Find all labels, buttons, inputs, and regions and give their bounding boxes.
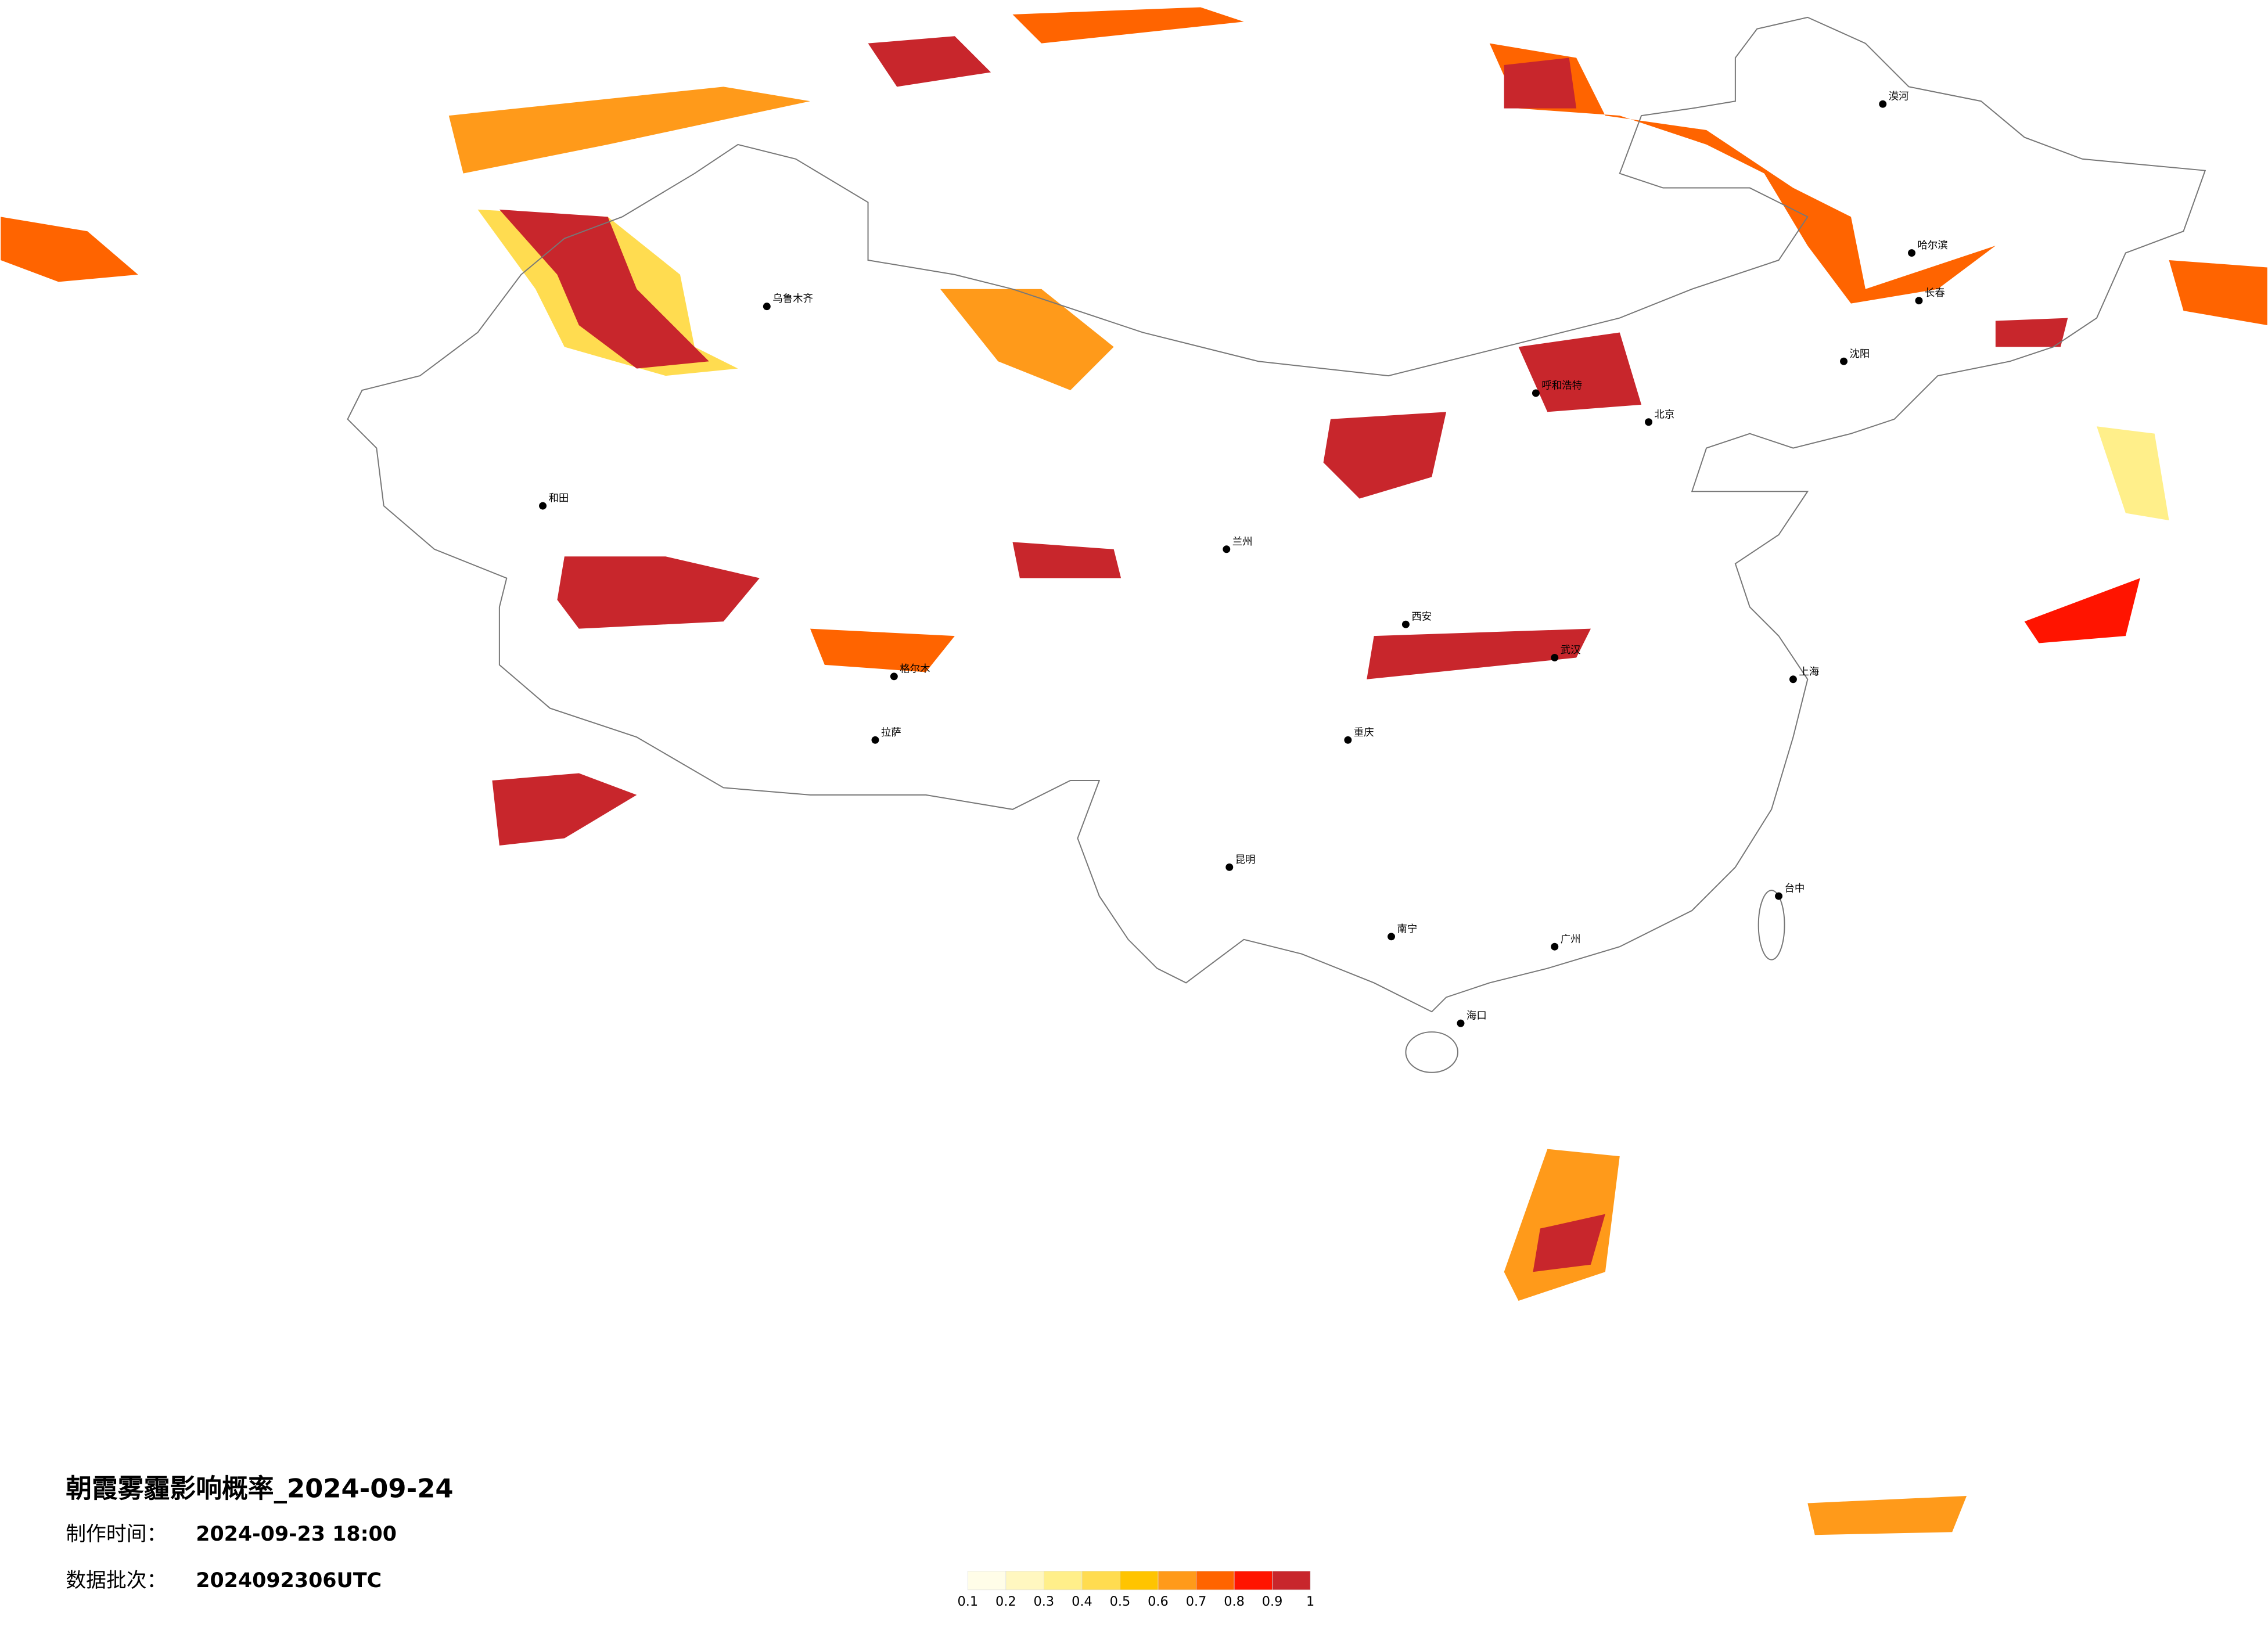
- city-label: 漠河: [1889, 91, 1909, 103]
- probability-field: [1, 7, 2267, 1535]
- island-outline: [1405, 1031, 1459, 1073]
- heat-area: [1995, 318, 2068, 347]
- city-dot: [1551, 942, 1559, 951]
- city-label: 南宁: [1397, 923, 1417, 935]
- city-label: 海口: [1467, 1010, 1487, 1022]
- city-dot: [1344, 736, 1352, 744]
- city-label: 重庆: [1354, 727, 1374, 739]
- city-label: 拉萨: [881, 727, 901, 739]
- info-value: 2024092306UTC: [196, 1569, 382, 1592]
- heat-area: [2097, 426, 2169, 520]
- city-label: 乌鲁木齐: [772, 293, 813, 305]
- heat-area: [2169, 260, 2267, 325]
- heat-area: [492, 773, 637, 846]
- info-label: 制作时间：: [66, 1523, 167, 1546]
- legend-tick-label: 0.4: [1072, 1594, 1092, 1609]
- info-label: 数据批次：: [66, 1569, 167, 1592]
- city-dot: [1551, 653, 1559, 661]
- city-dot: [1401, 620, 1410, 628]
- legend-tick-label: 0.5: [1110, 1594, 1131, 1609]
- heat-area: [1323, 412, 1447, 499]
- city-dot: [1225, 863, 1234, 871]
- legend-tick-label: 0.7: [1186, 1594, 1207, 1609]
- legend-swatch: [1043, 1571, 1083, 1591]
- legend-tick-label: 0.6: [1148, 1594, 1169, 1609]
- city-dot: [890, 672, 898, 681]
- city-dot: [1840, 357, 1848, 365]
- info-value: 2024-09-23 18:00: [196, 1523, 397, 1546]
- heat-area: [940, 289, 1114, 390]
- legend-swatch: [1158, 1571, 1196, 1591]
- city-label: 北京: [1655, 409, 1675, 420]
- city-dot: [1775, 892, 1783, 900]
- heat-area: [1533, 1214, 1605, 1272]
- legend-tick-label: 0.9: [1262, 1594, 1283, 1609]
- city-label: 沈阳: [1850, 348, 1870, 360]
- country-outline: [347, 16, 2206, 1013]
- legend-swatch: [1081, 1571, 1120, 1591]
- city-dot: [1879, 100, 1887, 108]
- city-label: 西安: [1411, 611, 1432, 623]
- city-dot: [539, 502, 547, 510]
- city-label: 和田: [549, 493, 569, 505]
- city-label: 上海: [1799, 666, 1819, 678]
- city-label: 哈尔滨: [1917, 240, 1947, 251]
- city-dot: [763, 303, 771, 311]
- legend-tick-label: 0.2: [995, 1594, 1016, 1609]
- city-dot: [1908, 249, 1915, 257]
- heat-area: [1012, 7, 1244, 44]
- legend-swatch: [1196, 1571, 1235, 1591]
- legend-tick-label: 1: [1306, 1594, 1314, 1609]
- city-label: 格尔木: [900, 663, 930, 675]
- city-label: 呼和浩特: [1541, 380, 1582, 392]
- city-dot: [1388, 933, 1395, 941]
- heat-area: [1518, 332, 1642, 412]
- city-label: 长春: [1925, 287, 1945, 299]
- heat-area: [448, 87, 810, 174]
- heat-area: [810, 628, 955, 672]
- heat-area: [2024, 578, 2140, 643]
- city-dot: [1532, 389, 1540, 397]
- legend-tick-label: 0.3: [1034, 1594, 1055, 1609]
- heat-area: [868, 36, 991, 87]
- city-dot: [1915, 297, 1923, 305]
- legend-tick-label: 0.1: [957, 1594, 978, 1609]
- heat-area: [1504, 57, 1577, 109]
- legend-swatch: [1005, 1571, 1044, 1591]
- city-dot: [1457, 1019, 1465, 1027]
- heat-area: [557, 556, 760, 629]
- island-outline: [1757, 890, 1785, 961]
- city-label: 台中: [1785, 883, 1805, 895]
- city-dot: [1645, 418, 1653, 426]
- legend-swatch: [1272, 1571, 1311, 1591]
- city-dot: [1789, 675, 1797, 684]
- city-label: 武汉: [1561, 645, 1581, 656]
- legend-swatch: [1120, 1571, 1159, 1591]
- heat-area: [1012, 542, 1122, 578]
- heat-area: [1, 217, 138, 282]
- legend-swatch: [1234, 1571, 1273, 1591]
- heat-area: [1367, 628, 1591, 679]
- legend-tick-label: 0.8: [1224, 1594, 1245, 1609]
- city-label: 广州: [1561, 934, 1581, 945]
- color-legend: 0.1 0.2 0.3 0.4 0.5 0.6 0.7 0.8 0.9 1: [957, 1571, 1314, 1609]
- city-label: 兰州: [1232, 536, 1253, 548]
- city-dot: [871, 736, 879, 744]
- city-dot: [1223, 545, 1231, 553]
- heat-area: [1807, 1496, 1967, 1535]
- city-label: 昆明: [1235, 854, 1256, 866]
- map-title: 朝霞雾霾影响概率_2024-09-24: [66, 1473, 453, 1503]
- legend-swatch: [967, 1571, 1007, 1591]
